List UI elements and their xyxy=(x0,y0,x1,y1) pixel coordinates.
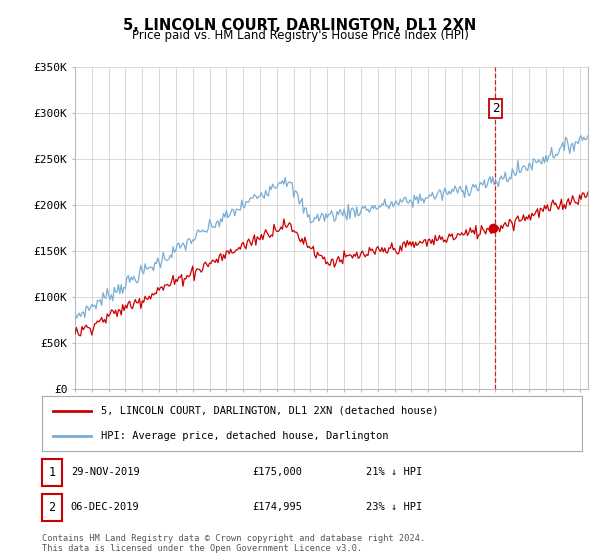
Text: 5, LINCOLN COURT, DARLINGTON, DL1 2XN: 5, LINCOLN COURT, DARLINGTON, DL1 2XN xyxy=(124,18,476,33)
Text: 5, LINCOLN COURT, DARLINGTON, DL1 2XN (detached house): 5, LINCOLN COURT, DARLINGTON, DL1 2XN (d… xyxy=(101,406,439,416)
Text: 2: 2 xyxy=(492,102,499,115)
Text: 1: 1 xyxy=(49,465,55,479)
Text: HPI: Average price, detached house, Darlington: HPI: Average price, detached house, Darl… xyxy=(101,431,389,441)
Text: Contains HM Land Registry data © Crown copyright and database right 2024.
This d: Contains HM Land Registry data © Crown c… xyxy=(42,534,425,553)
Text: 21% ↓ HPI: 21% ↓ HPI xyxy=(366,467,422,477)
Text: 29-NOV-2019: 29-NOV-2019 xyxy=(71,467,140,477)
Text: 2: 2 xyxy=(49,501,55,514)
Text: 23% ↓ HPI: 23% ↓ HPI xyxy=(366,502,422,512)
Text: £174,995: £174,995 xyxy=(252,502,302,512)
Text: £175,000: £175,000 xyxy=(252,467,302,477)
Text: Price paid vs. HM Land Registry's House Price Index (HPI): Price paid vs. HM Land Registry's House … xyxy=(131,29,469,42)
Text: 06-DEC-2019: 06-DEC-2019 xyxy=(71,502,140,512)
